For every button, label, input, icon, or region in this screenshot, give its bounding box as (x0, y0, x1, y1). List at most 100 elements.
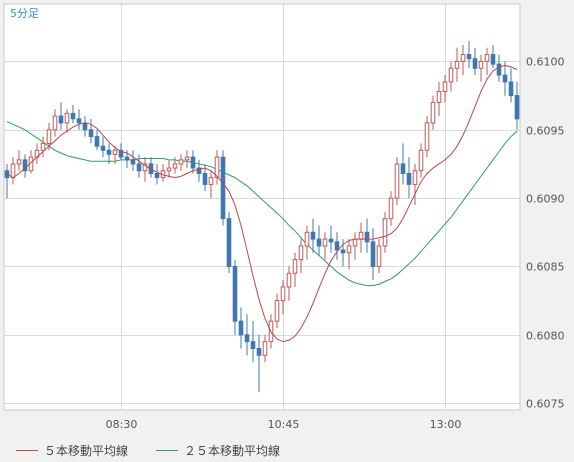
candle-up (352, 238, 358, 247)
x-tick-label: 13:00 (430, 418, 462, 431)
y-tick-label: 0.6090 (526, 193, 565, 206)
candle-down (490, 54, 496, 65)
candle-up (484, 54, 490, 62)
candle-up (274, 300, 280, 322)
candle-down (328, 238, 334, 243)
candle-down (256, 347, 262, 356)
candle-down (250, 341, 256, 349)
candle-down (136, 163, 142, 172)
candle-down (502, 74, 508, 83)
candle-down (244, 334, 250, 343)
plot-area (3, 3, 521, 411)
candle-down (130, 159, 136, 165)
candle-up (388, 197, 394, 220)
x-axis-labels: 08:30 10:45 13:00 (106, 418, 462, 431)
candle-up (376, 245, 382, 267)
y-tick-label: 0.6075 (526, 398, 565, 411)
candle-up (292, 259, 298, 274)
candle-layer (4, 40, 520, 393)
candle-up (298, 245, 304, 261)
candle-down (106, 149, 112, 155)
candle-down (88, 129, 94, 138)
y-tick-label: 0.6095 (526, 125, 565, 138)
candle-down (370, 241, 376, 267)
x-tick-label: 10:45 (268, 418, 300, 431)
candle-up (478, 60, 484, 69)
candle-up (208, 177, 214, 185)
candle-down (232, 265, 238, 322)
candle-down (514, 95, 520, 120)
candle-up (10, 163, 16, 179)
candle-up (262, 341, 268, 356)
candle-up (280, 286, 286, 302)
candle-up (394, 163, 400, 199)
candle-up (112, 149, 118, 155)
legend-item-ma5: ５本移動平均線 (16, 442, 128, 459)
candle-down (496, 63, 502, 76)
candle-up (178, 159, 184, 165)
y-tick-label: 0.6085 (526, 261, 565, 274)
candle-up (286, 272, 292, 288)
candle-down (118, 149, 124, 158)
candle-down (124, 156, 130, 161)
candle-up (322, 238, 328, 247)
legend-label-ma25: ２５本移動平均線 (184, 444, 281, 458)
timeframe-label: 5分足 (10, 7, 39, 20)
candle-up (412, 170, 418, 185)
candle-down (316, 238, 322, 247)
candle-down (364, 231, 370, 243)
candle-up (424, 122, 430, 151)
y-tick-label: 0.6100 (526, 56, 565, 69)
candle-up (430, 101, 436, 124)
candle-up (454, 60, 460, 69)
y-tick-label: 0.6080 (526, 330, 565, 343)
x-tick-label: 08:30 (106, 418, 138, 431)
candle-down (400, 163, 406, 175)
candle-up (436, 90, 442, 103)
candle-down (154, 173, 160, 179)
candle-down (76, 118, 82, 124)
ma5-line (6, 65, 518, 343)
candle-down (82, 122, 88, 131)
candle-down (58, 115, 64, 124)
ma25-layer (6, 121, 518, 287)
candle-up (142, 163, 148, 172)
candle-up (304, 231, 310, 247)
y-axis-labels: 0.6075 0.6080 0.6085 0.6090 0.6095 0.6100 (526, 56, 565, 411)
candle-down (406, 173, 412, 185)
candle-up (16, 159, 22, 165)
legend-item-ma25: ２５本移動平均線 (156, 442, 280, 459)
candle-up (184, 156, 190, 161)
candle-down (238, 320, 244, 336)
candle-down (466, 54, 472, 60)
candle-up (418, 149, 424, 172)
ma5-layer (6, 65, 518, 343)
candle-up (382, 218, 388, 247)
candle-down (94, 136, 100, 147)
legend-label-ma5: ５本移動平均線 (44, 444, 129, 458)
candle-down (202, 173, 208, 185)
candle-down (220, 156, 226, 220)
legend: ５本移動平均線 ２５本移動平均線 (0, 434, 574, 462)
candle-down (334, 241, 340, 251)
candle-up (52, 115, 58, 131)
candle-down (310, 231, 316, 240)
candle-up (46, 129, 52, 144)
candle-down (196, 167, 202, 175)
candle-up (358, 231, 364, 240)
candle-up (40, 142, 46, 151)
candle-up (166, 167, 172, 172)
candle-down (100, 145, 106, 151)
candle-up (460, 54, 466, 62)
candle-down (226, 218, 232, 267)
candle-down (340, 249, 346, 254)
candle-up (448, 67, 454, 83)
candle-down (472, 58, 478, 69)
candle-up (346, 245, 352, 254)
candle-up (214, 156, 220, 179)
candle-up (172, 163, 178, 169)
candle-up (64, 112, 70, 124)
legend-swatch-ma25 (156, 450, 178, 451)
candle-down (508, 81, 514, 97)
